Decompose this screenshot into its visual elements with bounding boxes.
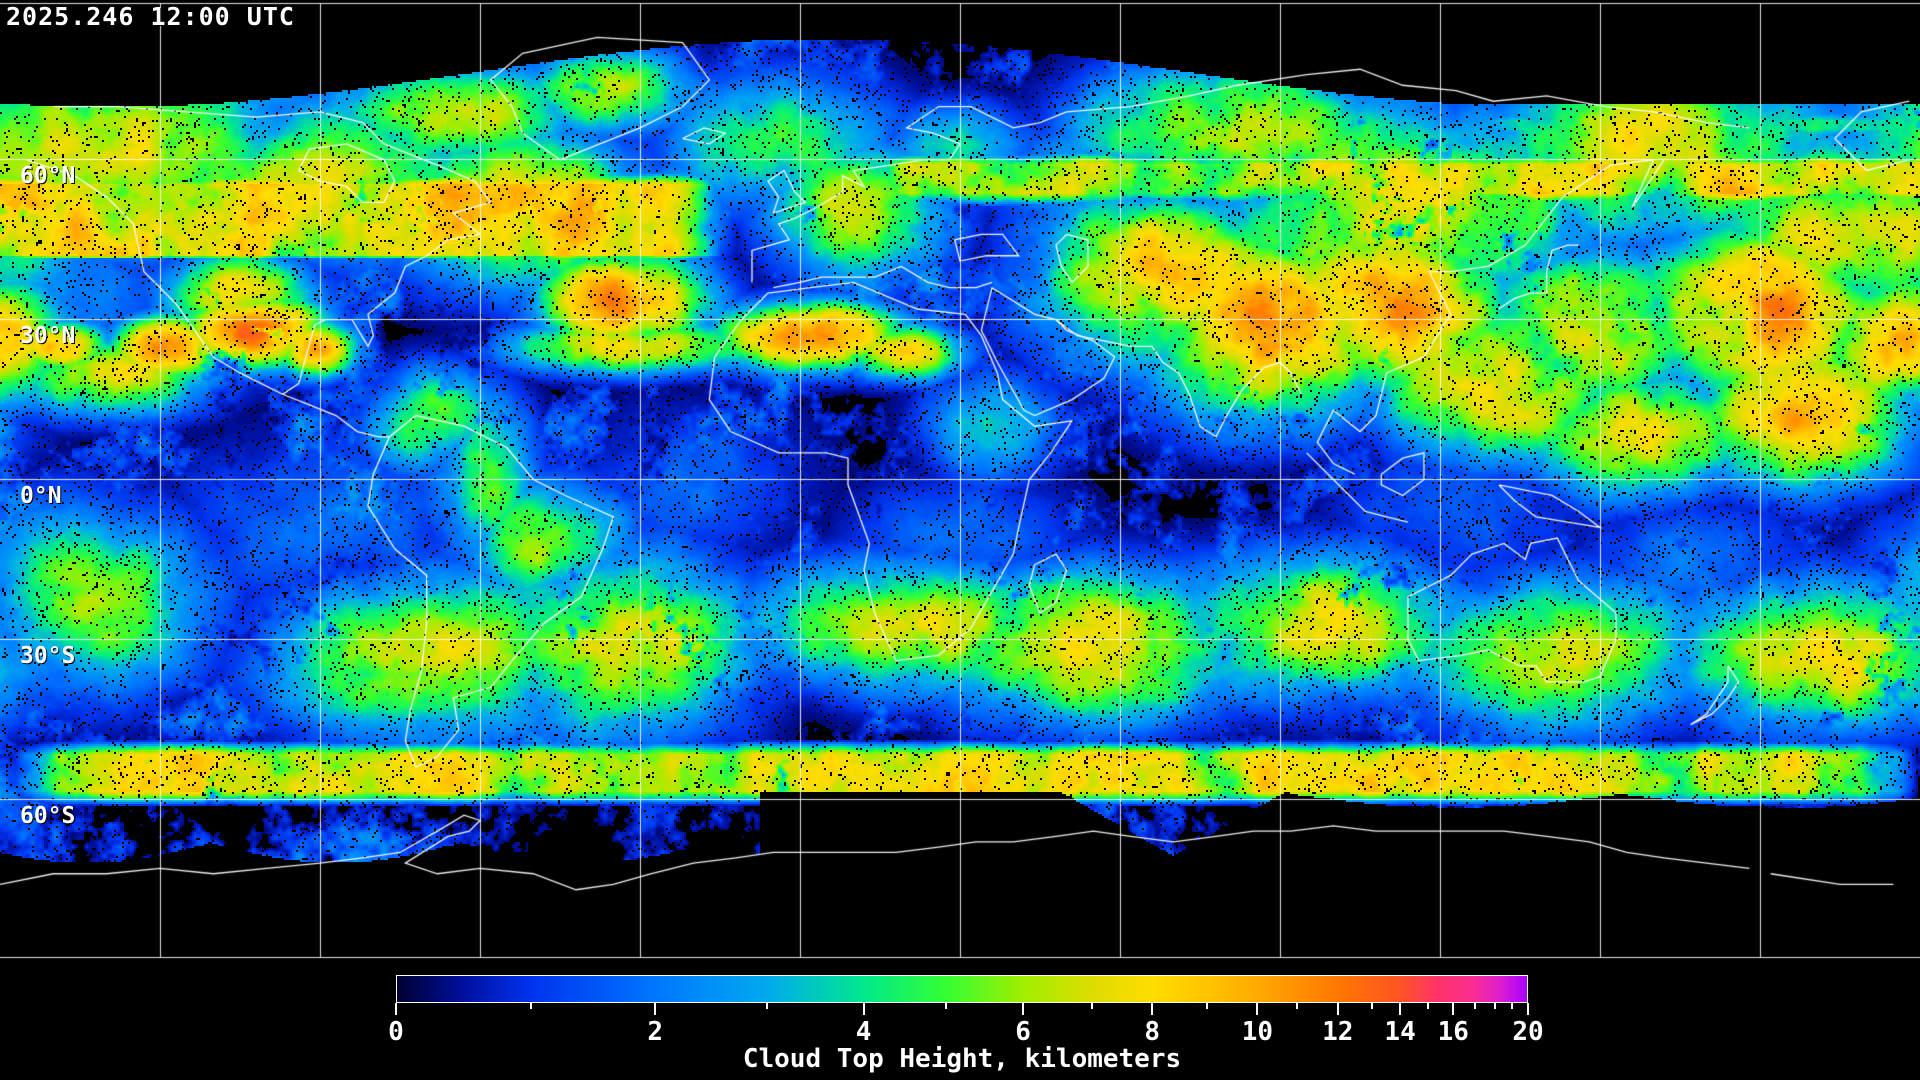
colorbar-tick-label: 12 [1322,1017,1354,1047]
colorbar-tick [529,1003,532,1009]
timestamp-label: 2025.246 12:00 UTC [6,2,295,31]
colorbar-title: Cloud Top Height, kilometers [742,1044,1182,1074]
colorbar-tick [1427,1003,1430,1009]
colorbar-tick [862,1003,865,1015]
latitude-label-60n: 60°N [20,163,76,189]
colorbar-tick [766,1003,769,1009]
colorbar-tick [1296,1003,1299,1009]
colorbar-tick [1336,1003,1339,1015]
colorbar-tick [1452,1003,1455,1015]
colorbar-tick-label: 6 [1015,1017,1031,1047]
colorbar-tick-label: 16 [1437,1017,1469,1047]
colorbar-gradient [396,975,1528,1003]
latitude-label-30s: 30°S [20,643,76,669]
colorbar-tick-label: 2 [647,1017,664,1047]
colorbar-tick-label: 8 [1144,1017,1160,1047]
colorbar-tick [1511,1003,1514,1009]
latitude-label-0n: 0°N [20,483,62,509]
colorbar-tick [1022,1003,1025,1015]
colorbar-tick [1494,1003,1497,1009]
latitude-label-60s: 60°S [20,803,76,829]
colorbar-tick-label: 10 [1241,1017,1274,1047]
colorbar-tick [1205,1003,1208,1009]
colorbar-tick [1151,1003,1154,1015]
colorbar-tick [1399,1003,1402,1015]
colorbar-tick-label: 14 [1384,1017,1416,1047]
colorbar-ticks: 0 2 4 6 8 10 12 14 16 20 [388,1003,1544,1053]
colorbar-tick-label: 4 [855,1017,872,1047]
colorbar-tick [395,1003,397,1015]
colorbar-tick [1527,1003,1529,1015]
colorbar-tick-label: 0 [388,1017,404,1047]
colorbar-tick-label: 20 [1512,1017,1544,1047]
colorbar-tick [945,1003,948,1009]
colorbar-tick [1091,1003,1094,1009]
colorbar-tick [654,1003,657,1015]
colorbar-tick [1256,1003,1259,1015]
colorbar-tick [1370,1003,1373,1009]
latitude-label-30n: 30°N [20,323,76,349]
colorbar-tick [1473,1003,1476,1009]
